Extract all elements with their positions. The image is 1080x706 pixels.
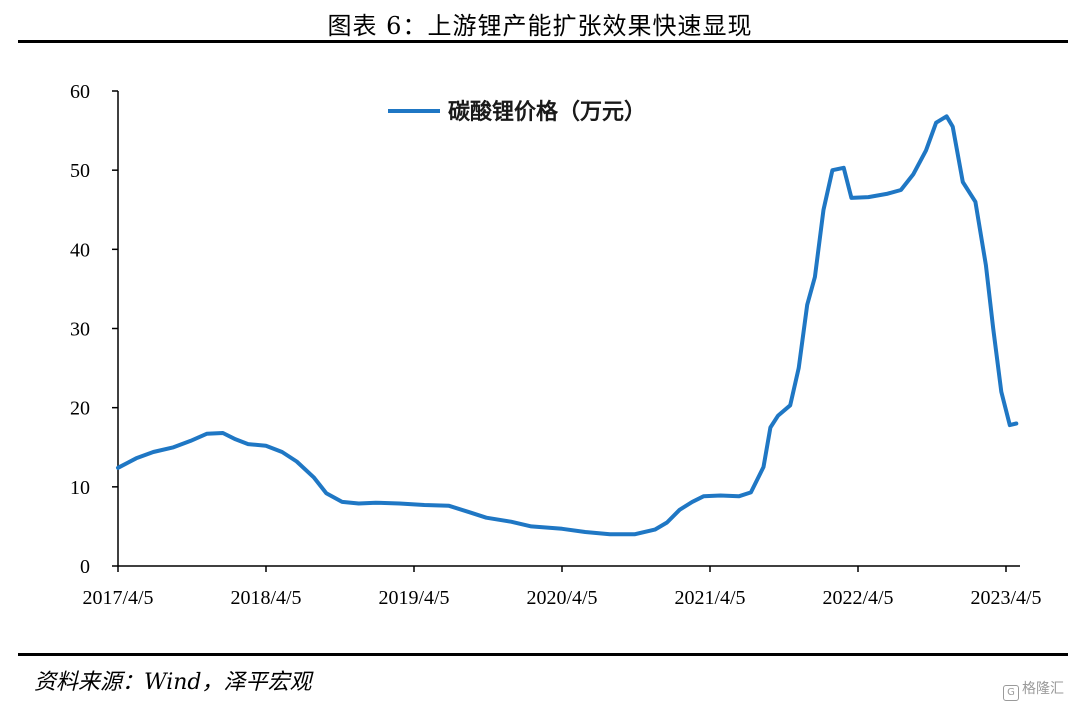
y-tick-label: 30: [70, 319, 90, 341]
watermark-text: 格隆汇: [1022, 681, 1064, 697]
y-tick-label: 10: [70, 477, 90, 499]
x-tick-label: 2019/4/5: [378, 587, 449, 609]
y-tick-label: 40: [70, 239, 90, 261]
source-note: 资料来源：Wind，泽平宏观: [34, 670, 312, 695]
x-tick-label: 2018/4/5: [230, 587, 301, 609]
y-tick-label: 0: [80, 556, 90, 578]
watermark: G 格隆汇: [1003, 678, 1064, 701]
y-tick-label: 50: [70, 160, 90, 182]
legend-label: 碳酸锂价格（万元）: [448, 99, 646, 125]
x-tick-label: 2022/4/5: [822, 587, 893, 609]
y-tick-label: 20: [70, 398, 90, 420]
bottom-rule: [18, 653, 1068, 656]
x-tick-label: 2017/4/5: [82, 587, 153, 609]
watermark-logo-icon: G: [1003, 685, 1019, 701]
series-line: [116, 114, 1019, 537]
line-chart: 0 10 20 30 40 50 60 2017/4/5 2018/4/5 2019/4/5 202…: [70, 81, 1042, 609]
x-tick-label: 2023/4/5: [970, 587, 1041, 609]
top-rule: [18, 40, 1068, 43]
x-tick-label: 2021/4/5: [674, 587, 745, 609]
x-tick-label: 2020/4/5: [526, 587, 597, 609]
y-tick-label: 60: [70, 81, 90, 103]
chart-title: 图表 6：上游锂产能扩张效果快速显现: [327, 12, 753, 40]
